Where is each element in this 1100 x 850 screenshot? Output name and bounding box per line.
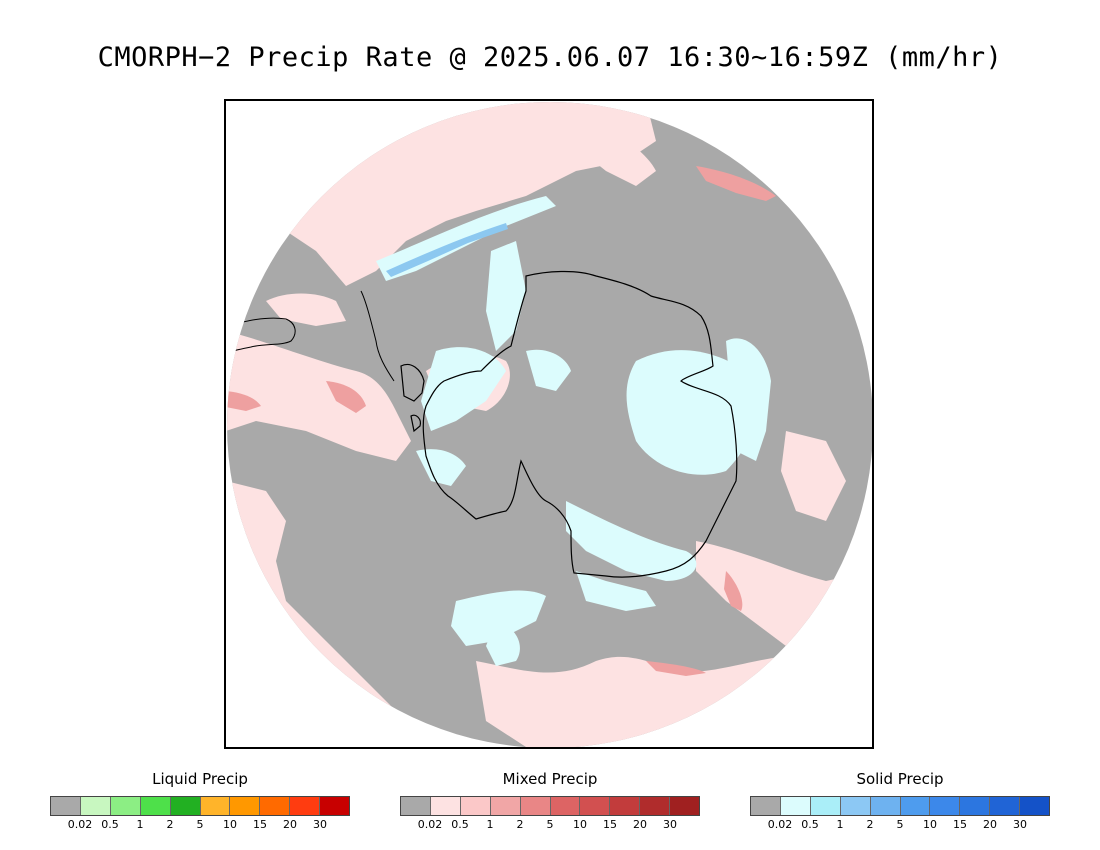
legend-swatch [900,797,931,815]
legend-tick-label: 1 [486,818,494,831]
legend-tick-label: 20 [983,818,997,831]
legend-tick-label: 2 [166,818,174,831]
legend-tick-label: 5 [196,818,204,831]
south-america-coastline [227,290,395,382]
legend-swatch [840,797,871,815]
legend-swatch [230,797,261,815]
legend-swatch [610,797,641,815]
legend-swatch [430,797,461,815]
legend-swatch [140,797,171,815]
legend-swatch [960,797,991,815]
legend-swatch [170,797,201,815]
legend-swatch [640,797,671,815]
legend-swatch [460,797,491,815]
legend-mixed: Mixed Precip 0.02 0.5 1 2 5 10 15 20 30 [400,770,700,833]
legend-swatch [320,797,350,815]
legend-liquid: Liquid Precip 0.02 0.5 1 2 5 10 15 20 30 [50,770,350,833]
legend-tick-label: 10 [573,818,587,831]
legend-tick-label: 1 [136,818,144,831]
legend-color-bar [750,796,1050,816]
legend-swatch [1020,797,1050,815]
legend-ticks: 0.02 0.5 1 2 5 10 15 20 30 [400,817,700,833]
legend-tick-label: 0.02 [767,818,793,831]
legend-tick-label: 1 [836,818,844,831]
legend-tick-label: 15 [253,818,267,831]
legend-title: Mixed Precip [502,770,598,788]
legend-tick-label: 2 [866,818,874,831]
legend-tick-label: 0.5 [451,818,469,831]
legend-swatch [810,797,841,815]
polar-precip-map [227,102,872,747]
legend-swatch [401,797,431,815]
legend-title: Liquid Precip [152,770,248,788]
legend-tick-label: 5 [546,818,554,831]
legend-swatch [51,797,81,815]
legend-swatch [670,797,700,815]
legend-title: Solid Precip [856,770,944,788]
map-title: CMORPH−2 Precip Rate @ 2025.06.07 16:30~… [97,42,1003,73]
legend-swatch [520,797,551,815]
legend-tick-label: 0.02 [67,818,93,831]
legend-swatch [200,797,231,815]
legend-tick-label: 30 [663,818,677,831]
legend-swatch [870,797,901,815]
map-frame [224,99,874,749]
mixed-moderate-regions [227,166,776,676]
legend-tick-label: 30 [1013,818,1027,831]
solid-moderate-regions [386,223,508,277]
legend-tick-label: 0.5 [801,818,819,831]
legend-swatch [550,797,581,815]
legend-color-bar [50,796,350,816]
legend-tick-label: 15 [603,818,617,831]
legend-solid: Solid Precip 0.02 0.5 1 2 5 10 15 20 30 [750,770,1050,833]
legend-tick-label: 2 [516,818,524,831]
legend-tick-label: 20 [633,818,647,831]
legend-tick-label: 10 [223,818,237,831]
legend-swatch [580,797,611,815]
legend-swatch [751,797,781,815]
legend-swatch [290,797,321,815]
legend-swatch [930,797,961,815]
legend-tick-label: 10 [923,818,937,831]
legend-tick-label: 0.02 [417,818,443,831]
globe-disc [227,102,872,747]
legend-tick-label: 30 [313,818,327,831]
legend-tick-label: 20 [283,818,297,831]
legend-ticks: 0.02 0.5 1 2 5 10 15 20 30 [750,817,1050,833]
legend-ticks: 0.02 0.5 1 2 5 10 15 20 30 [50,817,350,833]
legend-tick-label: 0.5 [101,818,119,831]
legend-swatch [990,797,1021,815]
legend-swatch [110,797,141,815]
legend-tick-label: 15 [953,818,967,831]
legend-swatch [260,797,291,815]
legend-tick-label: 5 [896,818,904,831]
legend-swatch [780,797,811,815]
legend-color-bar [400,796,700,816]
legend-swatch [80,797,111,815]
antarctica-coastline [400,270,738,578]
legend-swatch [490,797,521,815]
